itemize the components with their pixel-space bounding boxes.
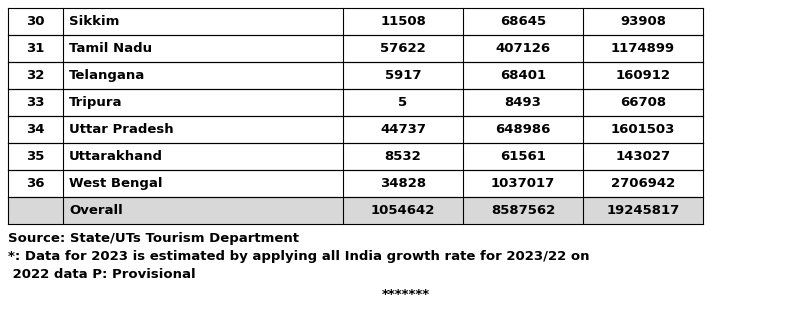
Bar — [8, 143, 703, 170]
Text: 44737: 44737 — [380, 123, 426, 136]
Text: 5917: 5917 — [384, 69, 421, 82]
Text: 5: 5 — [398, 96, 408, 109]
Bar — [8, 35, 703, 62]
Bar — [8, 62, 703, 89]
Text: 160912: 160912 — [616, 69, 671, 82]
Text: 19245817: 19245817 — [607, 204, 680, 217]
Text: 35: 35 — [26, 150, 45, 163]
Text: 1054642: 1054642 — [371, 204, 436, 217]
Text: 1601503: 1601503 — [611, 123, 676, 136]
Text: 2022 data P: Provisional: 2022 data P: Provisional — [8, 268, 195, 281]
Text: Tamil Nadu: Tamil Nadu — [69, 42, 152, 55]
Text: 11508: 11508 — [380, 15, 426, 28]
Text: 648986: 648986 — [496, 123, 551, 136]
Text: *: Data for 2023 is estimated by applying all India growth rate for 2023/22 on: *: Data for 2023 is estimated by applyin… — [8, 250, 590, 263]
Text: 61561: 61561 — [500, 150, 546, 163]
Text: 33: 33 — [26, 96, 45, 109]
Bar — [8, 8, 703, 35]
Text: 8587562: 8587562 — [491, 204, 555, 217]
Text: Uttar Pradesh: Uttar Pradesh — [69, 123, 174, 136]
Bar — [8, 116, 703, 143]
Text: 1174899: 1174899 — [611, 42, 675, 55]
Text: 30: 30 — [26, 15, 45, 28]
Text: 34828: 34828 — [380, 177, 426, 190]
Text: *******: ******* — [381, 288, 430, 301]
Text: Tripura: Tripura — [69, 96, 122, 109]
Text: 66708: 66708 — [620, 96, 666, 109]
Text: 31: 31 — [26, 42, 45, 55]
Bar — [8, 170, 703, 197]
Text: Source: State/UTs Tourism Department: Source: State/UTs Tourism Department — [8, 232, 299, 245]
Text: 407126: 407126 — [496, 42, 551, 55]
Text: 8493: 8493 — [504, 96, 542, 109]
Text: 68401: 68401 — [500, 69, 546, 82]
Text: Uttarakhand: Uttarakhand — [69, 150, 163, 163]
Text: Telangana: Telangana — [69, 69, 145, 82]
Bar — [8, 89, 703, 116]
Text: Sikkim: Sikkim — [69, 15, 119, 28]
Text: Overall: Overall — [69, 204, 122, 217]
Text: 93908: 93908 — [620, 15, 666, 28]
Text: 8532: 8532 — [384, 150, 422, 163]
Text: 36: 36 — [26, 177, 45, 190]
Text: 34: 34 — [26, 123, 45, 136]
Text: 1037017: 1037017 — [491, 177, 555, 190]
Text: 32: 32 — [26, 69, 45, 82]
Text: 68645: 68645 — [500, 15, 546, 28]
Text: 143027: 143027 — [616, 150, 671, 163]
Text: West Bengal: West Bengal — [69, 177, 162, 190]
Bar — [8, 197, 703, 224]
Text: 57622: 57622 — [380, 42, 426, 55]
Text: 2706942: 2706942 — [611, 177, 675, 190]
